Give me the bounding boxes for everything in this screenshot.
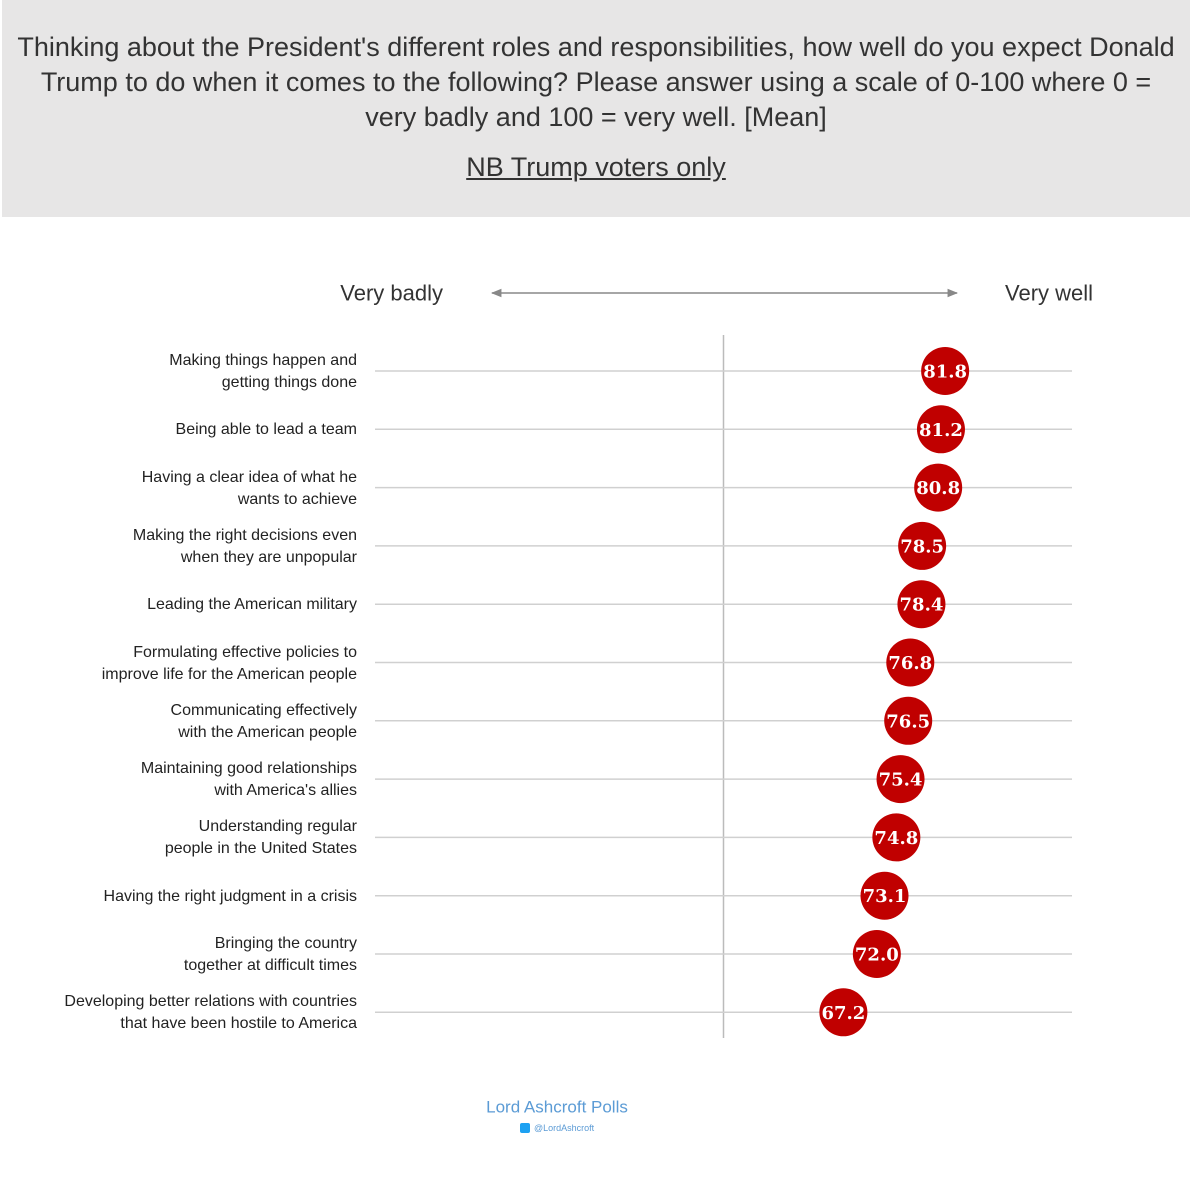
category-label: Maintaining good relationships with Amer… bbox=[140, 760, 357, 800]
dot bbox=[921, 347, 970, 395]
value-label: 81.8 bbox=[923, 362, 967, 383]
header: Thinking about the President's different… bbox=[2, 0, 1190, 217]
dot bbox=[897, 580, 946, 629]
value-label: 76.5 bbox=[886, 711, 930, 732]
category-label: Communicating effectively with the Ameri… bbox=[170, 701, 357, 741]
dot bbox=[898, 521, 947, 570]
value-label: 72.0 bbox=[855, 945, 899, 966]
value-label: 81.2 bbox=[919, 420, 963, 441]
dot bbox=[860, 871, 909, 920]
handle: @LordAshcroft bbox=[534, 1123, 595, 1133]
category-label: Understanding regular people in the Unit… bbox=[164, 818, 357, 858]
dot bbox=[914, 463, 963, 512]
dot bbox=[852, 930, 901, 978]
value-label: 67.2 bbox=[821, 1003, 865, 1024]
value-label: 74.8 bbox=[874, 828, 918, 849]
dot bbox=[886, 638, 935, 687]
value-label: 75.4 bbox=[879, 770, 923, 791]
dot bbox=[819, 988, 868, 1037]
category-label: Developing better relations with countri… bbox=[64, 993, 357, 1033]
dot bbox=[916, 405, 965, 454]
category-label: Having a clear idea of what he wants to … bbox=[141, 468, 357, 508]
axis-left-label: Very badly bbox=[340, 281, 443, 306]
category-label: Formulating effective policies to improv… bbox=[101, 643, 357, 683]
twitter-icon bbox=[520, 1123, 530, 1133]
dot bbox=[872, 813, 921, 862]
category-label: Bringing the country together at difficu… bbox=[183, 935, 357, 974]
dot bbox=[884, 696, 933, 745]
value-label: 80.8 bbox=[916, 478, 960, 499]
category-label: Making things happen and getting things … bbox=[169, 352, 357, 391]
chart-subtitle: NB Trump voters only bbox=[466, 152, 726, 182]
source: Lord Ashcroft Polls bbox=[486, 1098, 628, 1117]
dot bbox=[876, 755, 925, 804]
category-label: Having the right judgment in a crisis bbox=[103, 887, 357, 905]
axis-right-label: Very well bbox=[1005, 281, 1093, 306]
category-label: Making the right decisions even when the… bbox=[132, 526, 357, 566]
chart-title: Thinking about the President's different… bbox=[17, 32, 1175, 132]
value-label: 73.1 bbox=[863, 886, 907, 907]
category-label: Leading the American military bbox=[147, 596, 357, 614]
value-label: 78.4 bbox=[900, 595, 944, 616]
category-label: Being able to lead a team bbox=[175, 421, 357, 439]
value-label: 76.8 bbox=[888, 653, 932, 674]
value-label: 78.5 bbox=[900, 536, 944, 557]
